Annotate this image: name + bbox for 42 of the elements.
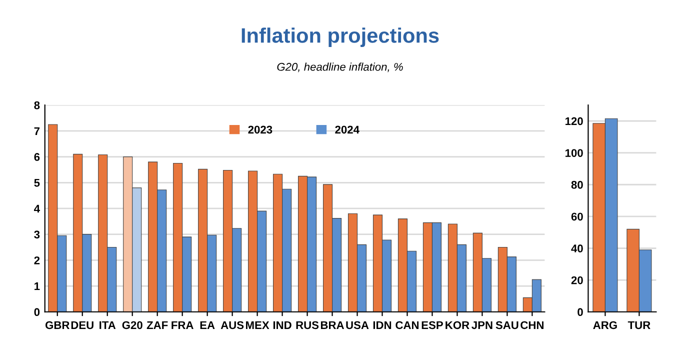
x-tick-label: RUS [296, 321, 319, 330]
x-tick-label: G20 [122, 321, 142, 330]
y-tick-label: 20 [571, 276, 583, 284]
legend-label: 2023 [248, 126, 272, 134]
y-tick-label: 6 [34, 153, 40, 161]
x-tick-label: BRA [320, 321, 344, 329]
x-tick-label: TUR [628, 321, 650, 330]
x-tick-label: AUS [220, 321, 244, 330]
y-tick-label: 5 [34, 179, 40, 187]
chart-title: Inflation projections [242, 28, 439, 47]
y-tick-label: 7 [34, 127, 40, 135]
x-tick-label: KOR [446, 321, 470, 330]
x-tick-label: EA [200, 321, 215, 329]
y-tick-label: 2 [34, 256, 40, 264]
y-tick-label: 0 [578, 308, 583, 316]
x-tick-label: CHN [520, 321, 544, 330]
legend-label: 2024 [335, 126, 360, 134]
x-tick-label: IDN [373, 321, 392, 329]
x-tick-label: FRA [172, 321, 194, 329]
x-tick-label: USA [346, 321, 369, 330]
x-tick-label: ITA [100, 321, 116, 329]
y-tick-label: 0 [34, 308, 40, 316]
y-tick-label: 4 [34, 204, 40, 213]
y-tick-label: 40 [571, 244, 583, 252]
chart-subtitle: G20, headline inflation, % [277, 62, 403, 72]
y-tick-label: 100 [566, 149, 583, 157]
x-tick-label: ARG [593, 321, 617, 330]
x-tick-label: ZAF [146, 321, 168, 329]
y-tick-label: 1 [34, 282, 40, 290]
x-tick-label: SAU [496, 321, 518, 330]
x-tick-label: ESP [422, 321, 443, 330]
y-tick-label: 60 [571, 212, 583, 221]
y-tick-label: 8 [34, 101, 40, 110]
x-tick-label: JPN [472, 321, 492, 330]
x-tick-label: DEU [71, 321, 94, 330]
y-tick-label: 120 [566, 117, 583, 126]
y-tick-label: 3 [34, 230, 40, 238]
x-tick-label: MEX [246, 321, 270, 329]
x-tick-label: CAN [396, 321, 419, 330]
x-tick-label: IND [273, 321, 292, 329]
y-tick-label: 80 [571, 180, 583, 189]
x-tick-label: GBR [45, 321, 70, 330]
